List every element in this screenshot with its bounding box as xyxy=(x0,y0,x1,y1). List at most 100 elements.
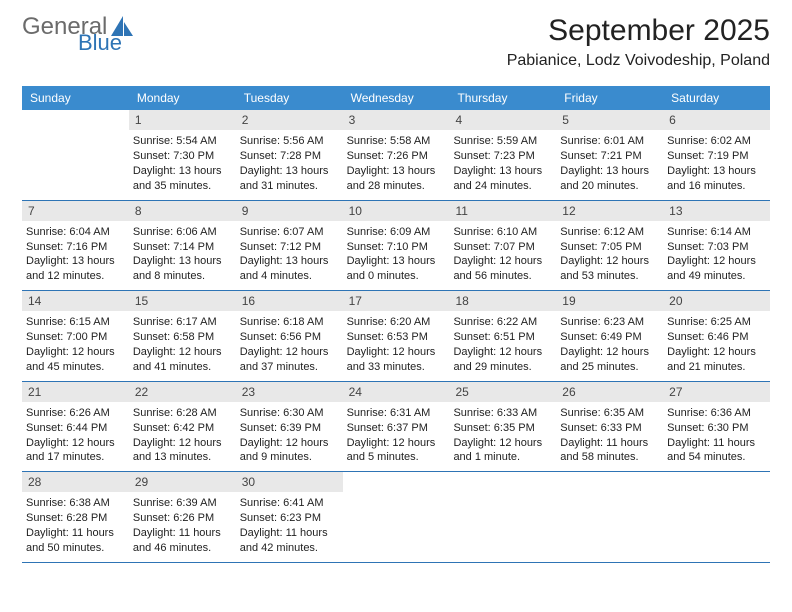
day-cell: 23Sunrise: 6:30 AMSunset: 6:39 PMDayligh… xyxy=(236,382,343,472)
day-cell: 6Sunrise: 6:02 AMSunset: 7:19 PMDaylight… xyxy=(663,110,770,200)
sunrise-text: Sunrise: 6:33 AM xyxy=(453,406,552,421)
title-block: September 2025 Pabianice, Lodz Voivodesh… xyxy=(507,14,770,70)
daylight-text: Daylight: 11 hours and 54 minutes. xyxy=(667,436,766,466)
day-cell: 10Sunrise: 6:09 AMSunset: 7:10 PMDayligh… xyxy=(343,201,450,291)
day-cell: 28Sunrise: 6:38 AMSunset: 6:28 PMDayligh… xyxy=(22,472,129,562)
weeks-container: 1 Sunrise: 5:54 AMSunset: 7:30 PM Daylight… xyxy=(22,110,770,563)
week-row: 28Sunrise: 6:38 AMSunset: 6:28 PMDayligh… xyxy=(22,472,770,563)
brand-text-block: General Blue xyxy=(22,14,135,54)
dow-friday: Friday xyxy=(556,86,663,110)
sunrise-text: Sunrise: 6:12 AM xyxy=(560,225,659,240)
sunrise-text: Sunrise: 6:41 AM xyxy=(240,496,339,511)
sunrise-text: Sunrise: 6:39 AM xyxy=(133,496,232,511)
daylight-text: Daylight: 12 hours and 53 minutes. xyxy=(560,254,659,284)
day-cell: 20Sunrise: 6:25 AMSunset: 6:46 PMDayligh… xyxy=(663,291,770,381)
sunset-text: Sunset: 6:46 PM xyxy=(667,330,766,345)
day-cell xyxy=(556,472,663,562)
day-number: 24 xyxy=(343,382,450,402)
day-number: 17 xyxy=(343,291,450,311)
sunset-text: Sunset: 6:49 PM xyxy=(560,330,659,345)
sunrise-text: Sunrise: 6:20 AM xyxy=(347,315,446,330)
sunrise-text: Sunrise: 6:02 AM xyxy=(667,134,766,149)
dow-tuesday: Tuesday xyxy=(236,86,343,110)
week-row: 1 Sunrise: 5:54 AMSunset: 7:30 PM Daylight… xyxy=(22,110,770,201)
sunset-text: Sunset: 7:30 PM xyxy=(133,149,232,164)
empty-day xyxy=(343,472,450,492)
day-cell: 12 Sunrise: 6:12 AMSunset: 7:05 PMDayligh… xyxy=(556,201,663,291)
daylight-text: Daylight: 13 hours and 31 minutes. xyxy=(240,164,339,194)
day-cell: 11 Sunrise: 6:10 AMSunset: 7:07 PMDayligh… xyxy=(449,201,556,291)
daylight-text: Daylight: 12 hours and 56 minutes. xyxy=(453,254,552,284)
sunrise-text: Sunrise: 5:59 AM xyxy=(453,134,552,149)
daylight-text: Daylight: 11 hours and 58 minutes. xyxy=(560,436,659,466)
month-title: September 2025 xyxy=(507,14,770,48)
day-number: 21 xyxy=(22,382,129,402)
dow-wednesday: Wednesday xyxy=(343,86,450,110)
sunset-text: Sunset: 6:37 PM xyxy=(347,421,446,436)
day-cell xyxy=(22,110,129,200)
sunrise-text: Sunrise: 6:31 AM xyxy=(347,406,446,421)
dow-sunday: Sunday xyxy=(22,86,129,110)
sunset-text: Sunset: 7:00 PM xyxy=(26,330,125,345)
day-cell: 24Sunrise: 6:31 AMSunset: 6:37 PMDayligh… xyxy=(343,382,450,472)
day-cell: 30Sunrise: 6:41 AMSunset: 6:23 PMDayligh… xyxy=(236,472,343,562)
day-cell: 4Sunrise: 5:59 AMSunset: 7:23 PMDaylight… xyxy=(449,110,556,200)
day-number: 27 xyxy=(663,382,770,402)
daylight-text: Daylight: 12 hours and 37 minutes. xyxy=(240,345,339,375)
day-number: 25 xyxy=(449,382,556,402)
day-number: 16 xyxy=(236,291,343,311)
daylight-text: Daylight: 12 hours and 49 minutes. xyxy=(667,254,766,284)
daylight-text: Daylight: 11 hours and 42 minutes. xyxy=(240,526,339,556)
location: Pabianice, Lodz Voivodeship, Poland xyxy=(507,52,770,70)
dow-monday: Monday xyxy=(129,86,236,110)
sunset-text: Sunset: 6:53 PM xyxy=(347,330,446,345)
day-number: 5 xyxy=(556,110,663,130)
day-cell: 9Sunrise: 6:07 AMSunset: 7:12 PMDaylight… xyxy=(236,201,343,291)
day-cell xyxy=(663,472,770,562)
sunrise-text: Sunrise: 6:07 AM xyxy=(240,225,339,240)
sunrise-text: Sunrise: 5:56 AM xyxy=(240,134,339,149)
sunset-text: Sunset: 7:03 PM xyxy=(667,240,766,255)
sunrise-text: Sunrise: 6:25 AM xyxy=(667,315,766,330)
sunset-text: Sunset: 7:21 PM xyxy=(560,149,659,164)
daylight-text: Daylight: 11 hours and 50 minutes. xyxy=(26,526,125,556)
daylight-text: Daylight: 12 hours and 33 minutes. xyxy=(347,345,446,375)
daylight-text: Daylight: 13 hours and 0 minutes. xyxy=(347,254,446,284)
daylight-text: Daylight: 12 hours and 13 minutes. xyxy=(133,436,232,466)
header: General Blue September 2025 Pabianice, L… xyxy=(22,14,770,70)
sunset-text: Sunset: 6:35 PM xyxy=(453,421,552,436)
sunrise-text: Sunrise: 5:58 AM xyxy=(347,134,446,149)
sunset-text: Sunset: 6:51 PM xyxy=(453,330,552,345)
sunrise-text: Sunrise: 6:18 AM xyxy=(240,315,339,330)
day-cell: 14Sunrise: 6:15 AMSunset: 7:00 PMDayligh… xyxy=(22,291,129,381)
daylight-text: Daylight: 12 hours and 17 minutes. xyxy=(26,436,125,466)
day-number: 2 xyxy=(236,110,343,130)
sunset-text: Sunset: 7:16 PM xyxy=(26,240,125,255)
day-cell: 18Sunrise: 6:22 AMSunset: 6:51 PMDayligh… xyxy=(449,291,556,381)
week-row: 21Sunrise: 6:26 AMSunset: 6:44 PMDayligh… xyxy=(22,382,770,473)
sunset-text: Sunset: 7:14 PM xyxy=(133,240,232,255)
sunrise-text: Sunrise: 6:10 AM xyxy=(453,225,552,240)
daylight-text: Daylight: 11 hours and 46 minutes. xyxy=(133,526,232,556)
day-cell: 15Sunrise: 6:17 AMSunset: 6:58 PMDayligh… xyxy=(129,291,236,381)
day-number: 11 xyxy=(449,201,556,221)
day-number: 12 xyxy=(556,201,663,221)
sunset-text: Sunset: 7:05 PM xyxy=(560,240,659,255)
day-number: 23 xyxy=(236,382,343,402)
daylight-text: Daylight: 12 hours and 41 minutes. xyxy=(133,345,232,375)
empty-day xyxy=(556,472,663,492)
day-number: 1 xyxy=(129,110,236,130)
day-number: 19 xyxy=(556,291,663,311)
day-cell: 1Sunrise: 5:54 AMSunset: 7:30 PMDaylight… xyxy=(129,110,236,200)
day-number: 13 xyxy=(663,201,770,221)
day-cell xyxy=(343,472,450,562)
day-cell: 2Sunrise: 5:56 AMSunset: 7:28 PMDaylight… xyxy=(236,110,343,200)
sunrise-text: Sunrise: 5:54 AM xyxy=(133,134,232,149)
sunset-text: Sunset: 7:07 PM xyxy=(453,240,552,255)
day-cell: 5Sunrise: 6:01 AMSunset: 7:21 PMDaylight… xyxy=(556,110,663,200)
day-cell: 3Sunrise: 5:58 AMSunset: 7:26 PMDaylight… xyxy=(343,110,450,200)
daylight-text: Daylight: 13 hours and 28 minutes. xyxy=(347,164,446,194)
daylight-text: Daylight: 12 hours and 1 minute. xyxy=(453,436,552,466)
day-number: 18 xyxy=(449,291,556,311)
dow-saturday: Saturday xyxy=(663,86,770,110)
